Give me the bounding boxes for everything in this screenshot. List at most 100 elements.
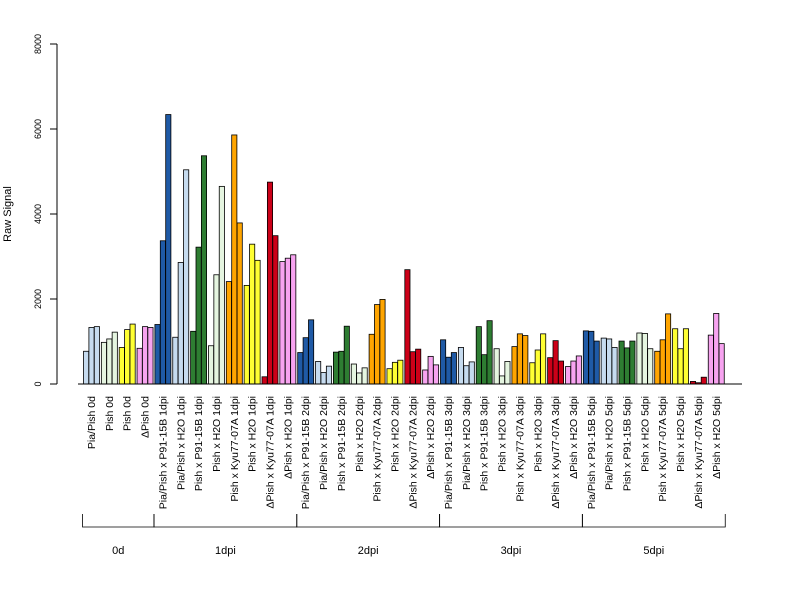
bar (172, 336, 179, 385)
group-label: 0d (112, 545, 124, 557)
bar (177, 262, 184, 385)
bar (713, 313, 720, 385)
bar (361, 367, 368, 385)
x-category-label: ΔPish x H2O 2dpi (425, 396, 437, 479)
bar (397, 359, 404, 385)
bar (516, 333, 523, 385)
bar (208, 345, 215, 385)
bar (249, 243, 256, 385)
bar (618, 340, 625, 385)
x-category-label: Pish x P91-15B 2dpi (336, 396, 348, 491)
x-category-label: ΔPish x H2O 3dpi (568, 396, 580, 479)
bar (440, 339, 447, 385)
x-category-label: Pish x H2O 2dpi (389, 396, 401, 472)
bar (124, 329, 131, 385)
bar (409, 351, 416, 385)
x-category-label: Pish x Kyu77-07A 1dpi (229, 396, 241, 502)
bar (600, 337, 607, 385)
bar (284, 257, 291, 385)
bar (106, 338, 113, 385)
y-axis: 0 2000 4000 6000 8000 (33, 34, 58, 387)
bar (511, 346, 518, 385)
y-tick-label: 6000 (33, 119, 43, 139)
bar (565, 366, 572, 385)
bar (415, 348, 422, 385)
bar (629, 340, 636, 385)
x-category-label: Pish x H2O 1dpi (211, 396, 223, 472)
group-bracket (82, 514, 155, 528)
bar (682, 328, 689, 385)
bar (700, 376, 707, 385)
bar (200, 155, 207, 385)
x-category-label: Pish x H2O 3dpi (497, 396, 509, 472)
bar (338, 350, 345, 385)
y-tick-label: 4000 (33, 204, 43, 224)
bar (522, 335, 529, 385)
x-category-label: Pish x H2O 1dpi (247, 396, 259, 472)
bar (129, 323, 136, 385)
bar (445, 356, 452, 385)
bar (254, 259, 261, 385)
bar (427, 355, 434, 385)
bar (707, 334, 714, 385)
x-category-label: Pish x H2O 3dpi (532, 396, 544, 472)
bar (111, 331, 118, 385)
x-category-label: ΔPish x Kyu77-07A 5dpi (693, 396, 705, 509)
x-category-label: ΔPish x Kyu77-07A 2dpi (407, 396, 419, 509)
y-tick-label: 2000 (33, 289, 43, 309)
bar (570, 360, 577, 385)
bar (88, 327, 95, 385)
group-bracket (296, 514, 441, 528)
group-label: 1dpi (215, 545, 236, 557)
bar (486, 320, 493, 385)
y-tick-label: 8000 (33, 34, 43, 54)
bar (93, 326, 100, 385)
bar (332, 351, 339, 385)
bar (272, 235, 279, 385)
category-labels: Pia/Pish 0d Pish 0d Pish 0d ΔPish 0d Pia/Pis… (86, 396, 723, 509)
bar (290, 254, 297, 385)
bar (422, 369, 429, 385)
bar (165, 114, 172, 385)
x-category-label: Pish x H2O 5dpi (675, 396, 687, 472)
bar (368, 333, 375, 385)
x-category-label: Pish 0d (122, 396, 134, 431)
bar (659, 339, 666, 385)
bar (142, 326, 149, 385)
bar (606, 338, 613, 385)
x-category-label: Pish x Kyu77-07A 3dpi (514, 396, 526, 502)
bar (213, 274, 220, 385)
bar (261, 376, 268, 385)
bar (315, 361, 322, 385)
bar (481, 354, 488, 385)
bar (547, 357, 554, 385)
y-axis-title: Raw Signal (2, 186, 14, 242)
bar (236, 222, 243, 385)
group-label: 3dpi (501, 545, 522, 557)
x-category-label: ΔPish x H2O 5dpi (711, 396, 723, 479)
bar (243, 284, 250, 385)
bar (665, 313, 672, 385)
bar (641, 333, 648, 385)
x-category-label: Pish x P91-15B 3dpi (479, 396, 491, 491)
bar (231, 134, 238, 385)
group-label: 5dpi (643, 545, 664, 557)
bar (190, 330, 197, 385)
bar (183, 169, 190, 385)
bar (325, 365, 332, 385)
bar (225, 281, 232, 385)
group-bracket (439, 514, 583, 528)
bar (468, 361, 475, 385)
x-category-label: Pish x H2O 2dpi (354, 396, 366, 472)
bar (558, 360, 565, 385)
x-category-label: Pia/Pish x H2O 5dpi (604, 396, 616, 490)
x-category-label: Pish x Kyu77-07A 5dpi (657, 396, 669, 502)
x-category-label: Pish x P91-15B 5dpi (622, 396, 634, 491)
y-tick-label: 0 (33, 381, 43, 386)
x-category-label: ΔPish x Kyu77-07A 3dpi (550, 396, 562, 509)
bar (195, 246, 202, 385)
bar (118, 347, 125, 385)
bar (83, 350, 90, 385)
group-bracket (581, 514, 726, 528)
